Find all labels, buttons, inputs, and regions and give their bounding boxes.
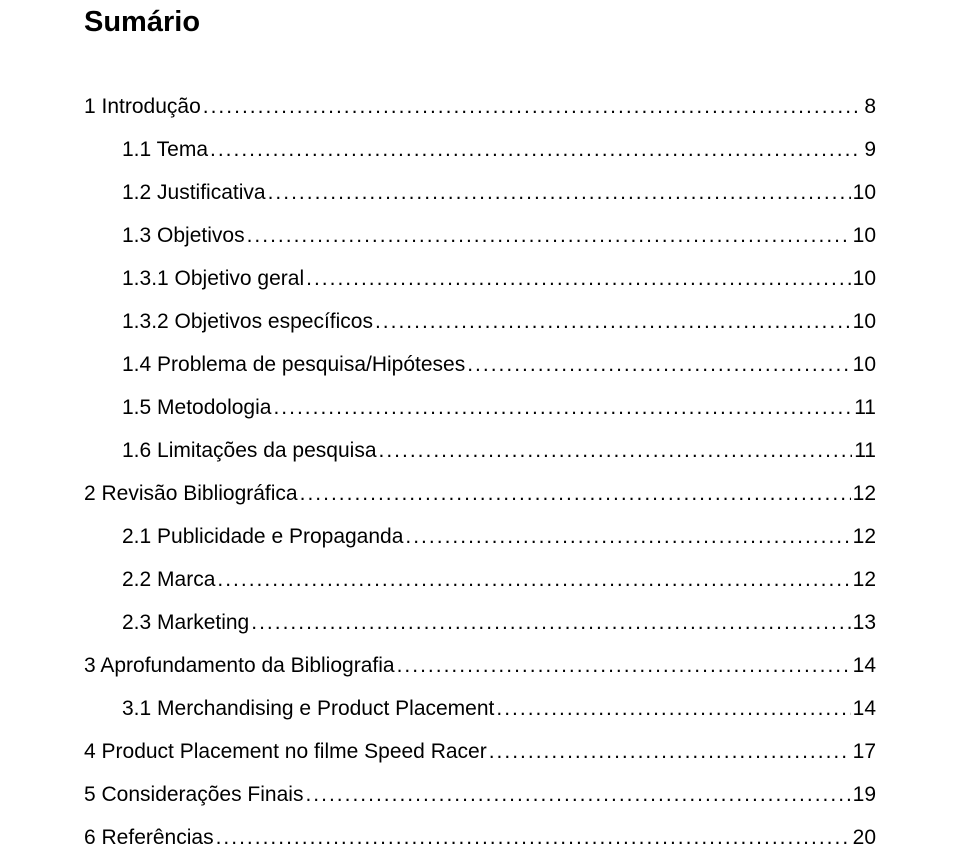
toc-dot-leader bbox=[251, 611, 850, 635]
toc-entry-label: 2.1 Publicidade e Propaganda bbox=[84, 525, 403, 549]
toc-dot-leader bbox=[496, 697, 850, 721]
toc-entry: 1.3.1 Objetivo geral 10 bbox=[84, 267, 876, 291]
toc-entry: 3.1 Merchandising e Product Placement 14 bbox=[84, 697, 876, 721]
toc-entry: 2.1 Publicidade e Propaganda 12 bbox=[84, 525, 876, 549]
toc-dot-leader bbox=[247, 224, 851, 248]
toc-entry-page: 17 bbox=[853, 740, 876, 764]
toc-dot-leader bbox=[467, 353, 850, 377]
toc-dot-leader bbox=[300, 482, 851, 506]
toc-entry-page: 8 bbox=[864, 95, 876, 119]
toc-dot-leader bbox=[405, 525, 850, 549]
toc-entry-label: 1 Introdução bbox=[84, 95, 201, 119]
toc-entry: 1 Introdução 8 bbox=[84, 95, 876, 119]
toc-entry-page: 10 bbox=[853, 353, 876, 377]
toc-dot-leader bbox=[273, 396, 852, 420]
toc-entry-label: 1.3.2 Objetivos específicos bbox=[84, 310, 373, 334]
toc-entry: 1.1 Tema 9 bbox=[84, 138, 876, 162]
toc-entry-page: 10 bbox=[853, 181, 876, 205]
toc-dot-leader bbox=[210, 138, 862, 162]
toc-entry-page: 11 bbox=[854, 439, 876, 463]
toc-entry: 6 Referências 20 bbox=[84, 826, 876, 850]
toc-title: Sumário bbox=[84, 6, 876, 39]
toc-entry-page: 14 bbox=[853, 697, 876, 721]
toc-entry-page: 13 bbox=[853, 611, 876, 635]
toc-dot-leader bbox=[268, 181, 851, 205]
toc-entry-page: 20 bbox=[853, 826, 876, 850]
toc-entry-label: 1.5 Metodologia bbox=[84, 396, 271, 420]
toc-entry: 3 Aprofundamento da Bibliografia 14 bbox=[84, 654, 876, 678]
toc-entry-label: 2.2 Marca bbox=[84, 568, 215, 592]
toc-entry-page: 10 bbox=[853, 310, 876, 334]
toc-entry: 1.5 Metodologia 11 bbox=[84, 396, 876, 420]
toc-entry: 2 Revisão Bibliográfica 12 bbox=[84, 482, 876, 506]
toc-entry-label: 2.3 Marketing bbox=[84, 611, 249, 635]
toc-entry-label: 1.6 Limitações da pesquisa bbox=[84, 439, 377, 463]
toc-entry-page: 12 bbox=[853, 525, 876, 549]
toc-entry-label: 1.3 Objetivos bbox=[84, 224, 245, 248]
toc-dot-leader bbox=[216, 826, 851, 850]
toc-entry-page: 10 bbox=[853, 224, 876, 248]
toc-entry: 2.2 Marca 12 bbox=[84, 568, 876, 592]
toc-entry-label: 6 Referências bbox=[84, 826, 214, 850]
toc-dot-leader bbox=[305, 783, 850, 807]
toc-dot-leader bbox=[489, 740, 851, 764]
toc-entry-label: 5 Considerações Finais bbox=[84, 783, 303, 807]
toc-entry: 1.4 Problema de pesquisa/Hipóteses 10 bbox=[84, 353, 876, 377]
toc-entry-label: 1.1 Tema bbox=[84, 138, 208, 162]
toc-dot-leader bbox=[375, 310, 851, 334]
toc-entry: 1.2 Justificativa 10 bbox=[84, 181, 876, 205]
toc-entry-label: 4 Product Placement no filme Speed Racer bbox=[84, 740, 487, 764]
toc-entry-page: 12 bbox=[853, 568, 876, 592]
toc-list: 1 Introdução 8 1.1 Tema 9 1.2 Justificativ… bbox=[84, 95, 876, 850]
toc-entry-page: 11 bbox=[854, 396, 876, 420]
toc-entry-label: 3 Aprofundamento da Bibliografia bbox=[84, 654, 395, 678]
toc-dot-leader bbox=[203, 95, 863, 119]
toc-entry-label: 3.1 Merchandising e Product Placement bbox=[84, 697, 494, 721]
toc-entry: 1.3 Objetivos 10 bbox=[84, 224, 876, 248]
toc-dot-leader bbox=[397, 654, 851, 678]
toc-entry-page: 10 bbox=[853, 267, 876, 291]
toc-entry-label: 1.4 Problema de pesquisa/Hipóteses bbox=[84, 353, 465, 377]
toc-entry-label: 1.2 Justificativa bbox=[84, 181, 266, 205]
toc-dot-leader bbox=[306, 267, 851, 291]
toc-entry-page: 19 bbox=[853, 783, 876, 807]
toc-dot-leader bbox=[217, 568, 850, 592]
toc-entry: 5 Considerações Finais 19 bbox=[84, 783, 876, 807]
toc-entry: 1.6 Limitações da pesquisa 11 bbox=[84, 439, 876, 463]
toc-entry-label: 1.3.1 Objetivo geral bbox=[84, 267, 304, 291]
toc-page: Sumário 1 Introdução 8 1.1 Tema 9 1.2 Just… bbox=[0, 0, 960, 850]
toc-entry-page: 9 bbox=[864, 138, 876, 162]
toc-entry: 1.3.2 Objetivos específicos 10 bbox=[84, 310, 876, 334]
toc-dot-leader bbox=[379, 439, 853, 463]
toc-entry-page: 12 bbox=[853, 482, 876, 506]
toc-entry: 4 Product Placement no filme Speed Racer… bbox=[84, 740, 876, 764]
toc-entry-label: 2 Revisão Bibliográfica bbox=[84, 482, 298, 506]
toc-entry-page: 14 bbox=[853, 654, 876, 678]
toc-entry: 2.3 Marketing 13 bbox=[84, 611, 876, 635]
